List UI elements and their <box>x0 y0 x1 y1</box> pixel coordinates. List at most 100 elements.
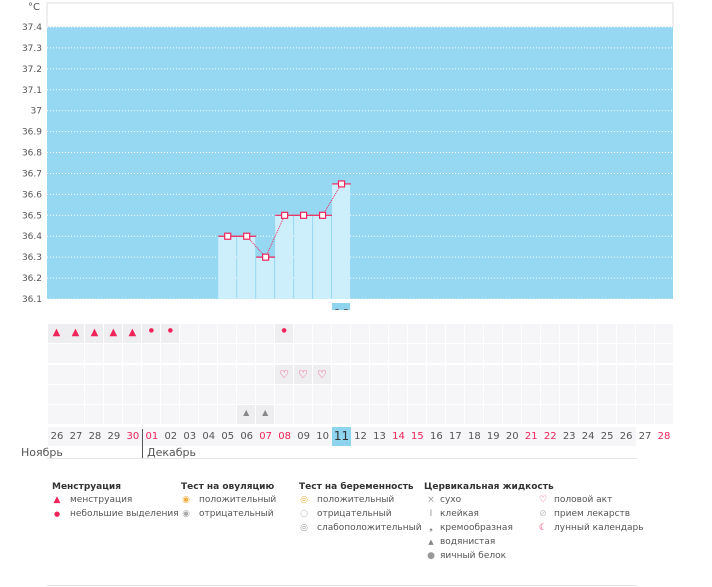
day-cell[interactable] <box>483 405 502 425</box>
day-cell[interactable] <box>142 405 161 425</box>
day-cell[interactable] <box>142 344 161 364</box>
day-cell[interactable] <box>85 344 104 364</box>
day-cell[interactable] <box>559 405 578 425</box>
day-cell[interactable] <box>464 324 483 343</box>
day-cell[interactable] <box>351 384 370 404</box>
day-cell[interactable]: ♡ <box>313 364 332 384</box>
day-cell[interactable] <box>85 384 104 404</box>
day-cell[interactable] <box>597 405 616 425</box>
day-cell[interactable] <box>218 344 237 364</box>
day-cell[interactable] <box>597 344 616 364</box>
day-cell[interactable] <box>275 384 294 404</box>
day-cell[interactable] <box>578 405 597 425</box>
day-cell[interactable] <box>616 384 635 404</box>
day-cell[interactable] <box>597 324 616 343</box>
day-cell[interactable] <box>388 344 407 364</box>
day-cell[interactable] <box>123 344 142 364</box>
day-cell[interactable] <box>521 384 540 404</box>
day-cell[interactable]: ♡ <box>294 364 313 384</box>
day-cell[interactable] <box>559 384 578 404</box>
day-cell[interactable] <box>388 384 407 404</box>
day-cell[interactable] <box>597 384 616 404</box>
day-cell[interactable] <box>388 324 407 343</box>
day-cell[interactable] <box>369 344 388 364</box>
day-cell[interactable] <box>654 384 673 404</box>
day-cell[interactable] <box>540 324 559 343</box>
day-cell[interactable] <box>66 344 85 364</box>
day-cell[interactable]: ▲ <box>66 324 85 343</box>
day-cell[interactable] <box>161 405 180 425</box>
day-cell[interactable] <box>597 364 616 384</box>
day-cell[interactable] <box>369 405 388 425</box>
day-cell[interactable] <box>635 405 654 425</box>
day-cell[interactable] <box>237 364 256 384</box>
day-cell[interactable] <box>332 344 351 364</box>
day-cell[interactable] <box>313 324 332 343</box>
day-cell[interactable] <box>47 405 66 425</box>
day-cell[interactable] <box>351 324 370 343</box>
day-cell[interactable]: ▲ <box>123 324 142 343</box>
day-cell[interactable] <box>180 344 199 364</box>
day-cell[interactable] <box>199 405 218 425</box>
day-cell[interactable] <box>426 364 445 384</box>
day-cell[interactable]: ♡ <box>275 364 294 384</box>
day-cell[interactable] <box>635 344 654 364</box>
day-cell[interactable] <box>218 384 237 404</box>
day-cell[interactable] <box>275 344 294 364</box>
day-cell[interactable] <box>445 344 464 364</box>
day-cell[interactable] <box>199 344 218 364</box>
day-cell[interactable] <box>578 364 597 384</box>
day-cell[interactable] <box>332 405 351 425</box>
day-cell[interactable] <box>313 344 332 364</box>
day-cell[interactable] <box>256 384 275 404</box>
day-cell[interactable]: ▲ <box>256 405 275 425</box>
day-cell[interactable] <box>256 324 275 343</box>
day-cell[interactable] <box>66 364 85 384</box>
day-cell[interactable] <box>521 364 540 384</box>
day-cell[interactable] <box>275 405 294 425</box>
day-cell[interactable] <box>218 364 237 384</box>
day-cell[interactable] <box>654 364 673 384</box>
day-cell[interactable] <box>502 364 521 384</box>
day-cell[interactable] <box>616 344 635 364</box>
day-cell[interactable] <box>180 364 199 384</box>
day-cell[interactable] <box>654 324 673 343</box>
day-cell[interactable] <box>66 405 85 425</box>
day-cell[interactable] <box>407 364 426 384</box>
day-cell[interactable] <box>332 384 351 404</box>
day-cell[interactable] <box>426 405 445 425</box>
day-cell[interactable] <box>218 405 237 425</box>
day-cell[interactable] <box>199 384 218 404</box>
day-cell[interactable] <box>502 344 521 364</box>
day-cell[interactable] <box>502 324 521 343</box>
day-cell[interactable] <box>464 405 483 425</box>
day-cell[interactable] <box>426 344 445 364</box>
day-cell[interactable] <box>256 344 275 364</box>
day-cell[interactable] <box>180 384 199 404</box>
day-cell[interactable] <box>445 384 464 404</box>
day-cell[interactable] <box>161 384 180 404</box>
day-cell[interactable] <box>407 324 426 343</box>
day-cell[interactable] <box>256 364 275 384</box>
day-cell[interactable] <box>66 384 85 404</box>
day-cell[interactable] <box>559 324 578 343</box>
day-cell[interactable] <box>578 344 597 364</box>
day-cell[interactable] <box>483 364 502 384</box>
day-cell[interactable] <box>237 324 256 343</box>
day-cell[interactable] <box>237 344 256 364</box>
day-cell[interactable] <box>635 324 654 343</box>
day-cell[interactable]: ▲ <box>104 324 123 343</box>
day-cell[interactable] <box>294 344 313 364</box>
day-cell[interactable] <box>369 364 388 384</box>
day-cell[interactable] <box>445 364 464 384</box>
day-cell[interactable] <box>559 364 578 384</box>
day-cell[interactable] <box>426 384 445 404</box>
day-cell[interactable] <box>483 344 502 364</box>
day-cell[interactable] <box>104 364 123 384</box>
day-cell[interactable] <box>407 384 426 404</box>
day-cell[interactable] <box>521 344 540 364</box>
day-cell[interactable] <box>540 344 559 364</box>
day-cell[interactable] <box>180 405 199 425</box>
day-cell[interactable] <box>369 324 388 343</box>
day-cell[interactable] <box>142 384 161 404</box>
